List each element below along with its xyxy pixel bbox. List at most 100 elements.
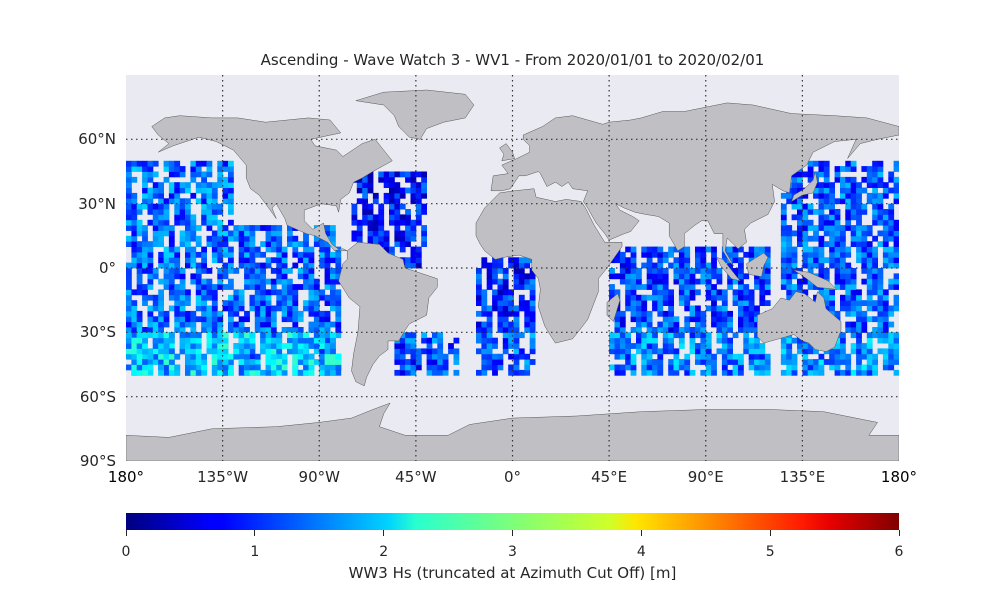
data-cell xyxy=(866,166,873,172)
data-cell xyxy=(845,262,852,269)
data-cell xyxy=(807,348,814,355)
data-cell xyxy=(513,257,520,264)
data-cell xyxy=(297,273,304,280)
data-cell xyxy=(448,343,454,349)
data-cell xyxy=(249,262,256,269)
data-cell xyxy=(893,198,899,205)
data-cell xyxy=(641,359,648,365)
data-cell xyxy=(641,284,648,290)
data-cell xyxy=(190,230,197,237)
data-cell xyxy=(657,353,664,360)
data-cell xyxy=(877,203,884,210)
data-cell xyxy=(142,246,148,253)
data-cell xyxy=(201,284,207,290)
data-cell xyxy=(313,310,320,317)
data-cell xyxy=(174,166,181,172)
data-cell xyxy=(330,289,336,296)
data-cell xyxy=(168,273,175,280)
data-cell xyxy=(786,294,793,301)
data-cell xyxy=(732,257,739,264)
data-cell xyxy=(678,289,685,296)
data-cell xyxy=(211,310,218,317)
data-cell xyxy=(351,214,358,221)
data-cell xyxy=(823,359,830,365)
data-cell xyxy=(872,214,878,221)
data-cell xyxy=(882,192,889,199)
data-cell xyxy=(727,316,733,323)
data-cell xyxy=(872,209,878,215)
data-cell xyxy=(840,348,846,355)
data-cell xyxy=(646,284,653,290)
data-cell xyxy=(738,262,744,269)
data-cell xyxy=(190,321,197,328)
data-cell xyxy=(609,294,615,301)
data-cell xyxy=(866,268,873,274)
data-cell xyxy=(508,289,514,296)
data-cell xyxy=(684,257,691,264)
data-cell xyxy=(179,187,186,194)
colorbar-tick-mark xyxy=(254,530,256,536)
data-cell xyxy=(759,300,766,306)
data-cell xyxy=(292,321,299,328)
data-cell xyxy=(764,273,771,280)
data-cell xyxy=(265,225,272,231)
data-cell xyxy=(292,327,299,333)
data-cell xyxy=(829,235,835,242)
data-cell xyxy=(802,369,809,376)
data-cell xyxy=(410,332,417,339)
data-cell xyxy=(238,348,245,355)
data-cell xyxy=(126,198,132,205)
data-cell xyxy=(303,348,309,355)
data-cell xyxy=(791,337,798,344)
data-cell xyxy=(700,343,707,349)
data-cell xyxy=(840,359,846,365)
data-cell xyxy=(308,337,315,344)
data-cell xyxy=(497,321,504,328)
data-cell xyxy=(147,273,154,280)
data-cell xyxy=(372,219,379,226)
data-cell xyxy=(721,348,728,355)
data-cell xyxy=(641,310,648,317)
data-cell xyxy=(195,337,202,344)
data-cell xyxy=(190,214,197,221)
data-cell xyxy=(850,332,857,339)
data-cell xyxy=(276,230,283,237)
data-cell xyxy=(190,251,197,258)
data-cell xyxy=(652,327,658,333)
data-cell xyxy=(888,235,895,242)
data-cell xyxy=(372,230,379,237)
data-cell xyxy=(829,348,835,355)
data-cell xyxy=(174,187,181,194)
data-cell xyxy=(791,364,798,371)
data-cell xyxy=(882,337,889,344)
data-cell xyxy=(168,166,175,172)
data-cell xyxy=(818,369,825,376)
data-cell xyxy=(492,369,498,376)
data-cell xyxy=(646,337,653,344)
data-cell xyxy=(641,251,648,258)
data-cell xyxy=(265,235,272,242)
data-cell xyxy=(297,348,304,355)
data-cell xyxy=(308,257,315,264)
data-cell xyxy=(646,316,653,323)
data-cell xyxy=(845,300,852,306)
data-cell xyxy=(619,251,626,258)
data-cell xyxy=(136,316,143,323)
data-cell xyxy=(142,257,148,264)
data-cell xyxy=(497,257,504,264)
data-cell xyxy=(695,321,701,328)
data-cell xyxy=(292,332,299,339)
data-cell xyxy=(748,316,755,323)
data-cell xyxy=(834,337,841,344)
data-cell xyxy=(265,327,272,333)
longitude-label: 90°W xyxy=(298,468,340,486)
data-cell xyxy=(813,246,819,253)
data-cell xyxy=(185,348,191,355)
data-cell xyxy=(866,300,873,306)
data-cell xyxy=(228,369,234,376)
data-cell xyxy=(185,343,191,349)
data-cell xyxy=(222,369,229,376)
land-greenland xyxy=(355,89,475,140)
data-cell xyxy=(711,310,717,317)
data-cell xyxy=(222,273,229,280)
